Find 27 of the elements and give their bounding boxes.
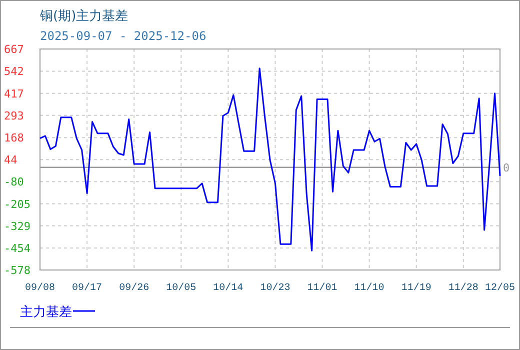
y-tick-label: 44 — [4, 154, 18, 167]
x-tick-label: 09/08 — [24, 282, 56, 294]
y-tick-label: -329 — [4, 220, 30, 233]
y-tick-label: -578 — [4, 264, 30, 277]
x-tick-label: 11/10 — [354, 282, 384, 294]
x-tick-label: 11/01 — [307, 282, 338, 294]
x-tick-label: 10/14 — [213, 282, 244, 294]
x-tick-label: 10/23 — [260, 282, 290, 294]
x-tick-label: 10/05 — [166, 282, 196, 294]
y-tick-label: 293 — [4, 109, 24, 122]
line-series — [39, 68, 501, 252]
x-tick-label: 09/26 — [119, 282, 150, 294]
y-tick-label: 542 — [4, 65, 24, 78]
chart-title: 铜(期)主力基差 — [39, 8, 128, 24]
y-tick-label: 168 — [4, 132, 24, 145]
y-tick-label: -80 — [4, 176, 24, 189]
chart-subtitle: 2025-09-07 - 2025-12-06 — [40, 29, 206, 43]
ref-line-label: 0 — [503, 161, 510, 174]
y-tick-label: -205 — [4, 198, 30, 211]
y-tick-label: -454 — [4, 242, 31, 255]
x-tick-label: 12/05 — [484, 282, 515, 294]
legend-label: 主力基差 — [20, 304, 72, 320]
y-tick-label: 417 — [4, 87, 24, 100]
y-tick-label: 667 — [4, 43, 24, 56]
x-tick-label: 11/28 — [448, 282, 478, 294]
x-tick-label: 11/19 — [401, 282, 432, 294]
x-tick-label: 09/17 — [72, 282, 102, 294]
